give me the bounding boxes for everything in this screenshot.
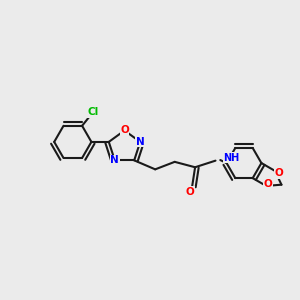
Text: NH: NH bbox=[223, 153, 239, 163]
Text: O: O bbox=[274, 168, 283, 178]
Text: O: O bbox=[263, 178, 272, 188]
Text: Cl: Cl bbox=[87, 107, 98, 117]
Text: O: O bbox=[120, 125, 129, 136]
Text: N: N bbox=[110, 155, 119, 165]
Text: N: N bbox=[136, 137, 145, 147]
Text: O: O bbox=[186, 187, 195, 196]
